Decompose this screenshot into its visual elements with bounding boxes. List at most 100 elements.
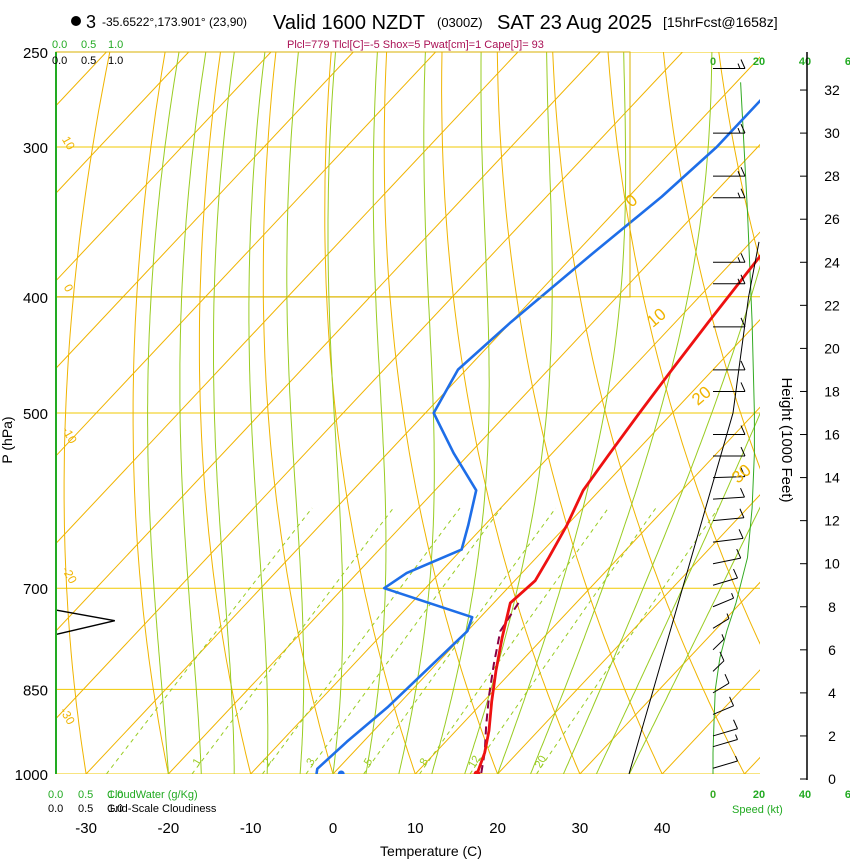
cloudwater-scale-label: 0.5 bbox=[78, 789, 93, 801]
height-tick-label: 2 bbox=[828, 728, 836, 744]
parcel-info: Plcl=779 Tlcl[C]=-5 Shox=5 Pwat[cm]=1 Ca… bbox=[287, 39, 544, 51]
wind-barb-flag bbox=[741, 167, 745, 176]
wind-barb bbox=[713, 593, 734, 607]
wind-barb-flag bbox=[741, 60, 745, 69]
location-label: -35.6522°,173.901° (23,90) bbox=[102, 15, 247, 29]
wind-barb-half-flag bbox=[738, 257, 740, 262]
height-tick-label: 32 bbox=[824, 82, 840, 98]
cloudiness-scale-label: 0.5 bbox=[81, 55, 96, 67]
pressure-tick-label: 400 bbox=[23, 290, 48, 307]
wind-barb-flag bbox=[741, 382, 745, 391]
isotherm-label: 10 bbox=[643, 304, 670, 331]
pressure-tick-label: 850 bbox=[23, 682, 48, 699]
mixing-ratio-line bbox=[420, 508, 609, 774]
wind-barb bbox=[713, 756, 738, 768]
wind-barb-staff bbox=[713, 706, 734, 715]
utc-label: (0300Z) bbox=[437, 15, 483, 30]
wind-barb-flag bbox=[741, 447, 745, 456]
dry-adiabat-label: -20 bbox=[59, 564, 80, 586]
wind-barb-flag bbox=[741, 426, 745, 435]
dry-adiabat-label: -30 bbox=[57, 705, 78, 727]
mixing-ratio-label: 8 bbox=[418, 756, 431, 767]
height-tick-label: 18 bbox=[824, 383, 840, 399]
height-tick-label: 4 bbox=[828, 685, 836, 701]
surface-dewpoint-marker bbox=[338, 771, 345, 778]
height-tick-label: 16 bbox=[824, 427, 840, 443]
cloudiness-scale-label: 0.0 bbox=[48, 803, 63, 815]
date-label: SAT 23 Aug 2025 bbox=[497, 12, 652, 34]
valid-label: Valid 1600 NZDT bbox=[273, 12, 425, 34]
wind-barb-flag bbox=[739, 529, 743, 538]
speed-scale-label: 60 bbox=[845, 56, 850, 68]
temperature-tick-label: 0 bbox=[329, 820, 337, 837]
dry-adiabat-label: -10 bbox=[59, 424, 80, 446]
dry-adiabat-line bbox=[199, 31, 257, 800]
mixing-ratio-line bbox=[262, 508, 460, 774]
y-axis-label: P (hPa) bbox=[0, 416, 15, 463]
x-axis-label: Temperature (C) bbox=[380, 843, 482, 859]
wind-barb-half-flag bbox=[732, 593, 734, 598]
temperature-tick-label: 30 bbox=[572, 820, 589, 837]
isotherm-label: 0 bbox=[622, 190, 641, 211]
mixing-ratio-line bbox=[192, 508, 393, 774]
speed-label: Speed (kt) bbox=[732, 804, 783, 816]
wind-barb-flag bbox=[741, 361, 745, 370]
wind-barb bbox=[713, 614, 729, 629]
wind-barb-half-flag bbox=[738, 128, 740, 133]
speed-curve bbox=[713, 82, 754, 774]
mixing-ratio-label: 1 bbox=[191, 756, 204, 767]
speed-scale-label: 40 bbox=[799, 56, 811, 68]
surface-temperature-marker bbox=[474, 771, 481, 778]
isotherm-line bbox=[745, 52, 850, 774]
wind-barb-staff bbox=[713, 558, 741, 564]
height-tick-label: 22 bbox=[824, 297, 840, 313]
height-tick-label: 24 bbox=[824, 254, 840, 270]
dry-adiabat-line bbox=[661, 31, 850, 800]
isotherm-line bbox=[0, 52, 24, 774]
height-tick-label: 26 bbox=[824, 211, 840, 227]
height-tick-label: 14 bbox=[824, 470, 840, 486]
temperature-tick-label: 40 bbox=[654, 820, 671, 837]
wind-barb-flag bbox=[741, 253, 745, 262]
cloudwater-scale-label: 1.0 bbox=[108, 39, 123, 51]
plot-frame bbox=[56, 52, 630, 297]
dry-adiabat-line bbox=[263, 31, 340, 800]
wind-barb bbox=[713, 124, 745, 133]
mixing-ratio-line bbox=[306, 508, 501, 774]
cloudiness-label: Grid-Scale Cloudiness bbox=[107, 803, 217, 815]
bullet-icon bbox=[71, 16, 81, 26]
wind-barb bbox=[713, 253, 745, 262]
temperature-tick-label: -20 bbox=[158, 820, 180, 837]
wind-barb-flag bbox=[734, 569, 738, 578]
height-tick-label: 20 bbox=[824, 340, 840, 356]
temperature-tick-label: -30 bbox=[75, 820, 97, 837]
dry-adiabat-line bbox=[607, 31, 842, 800]
cloudwater-scale-label: 0.5 bbox=[81, 39, 96, 51]
cloudwater-label: CloudWater (g/Kg) bbox=[107, 789, 198, 801]
wind-barb-staff bbox=[713, 497, 745, 499]
model-number: 3 bbox=[86, 12, 96, 32]
height-tick-label: 10 bbox=[824, 556, 840, 572]
mixing-ratio-line bbox=[364, 508, 556, 774]
wind-barb-half-flag bbox=[722, 634, 724, 639]
wind-barb bbox=[713, 60, 745, 69]
dry-adiabat-label: 10 bbox=[59, 134, 78, 153]
cloudiness-scale-label: 1.0 bbox=[108, 55, 123, 67]
cloudwater-scale-label: 0.0 bbox=[48, 789, 63, 801]
height-tick-label: 28 bbox=[824, 168, 840, 184]
speed-scale-label: 40 bbox=[799, 789, 811, 801]
isotherm-line bbox=[827, 52, 850, 774]
wind-barb-staff bbox=[713, 598, 734, 607]
height-tick-label: 12 bbox=[824, 513, 840, 529]
wind-barb bbox=[713, 318, 745, 327]
cloudiness-scale-label: 0.5 bbox=[78, 803, 93, 815]
wind-barb-half-flag bbox=[736, 735, 738, 740]
wind-barb-staff bbox=[713, 518, 744, 521]
speed-scale-label: 0 bbox=[710, 789, 716, 801]
profiles bbox=[317, 72, 850, 777]
isotherm-label: 30 bbox=[728, 460, 755, 487]
pressure-tick-label: 250 bbox=[23, 45, 48, 62]
dry-adiabat-line bbox=[133, 31, 174, 800]
